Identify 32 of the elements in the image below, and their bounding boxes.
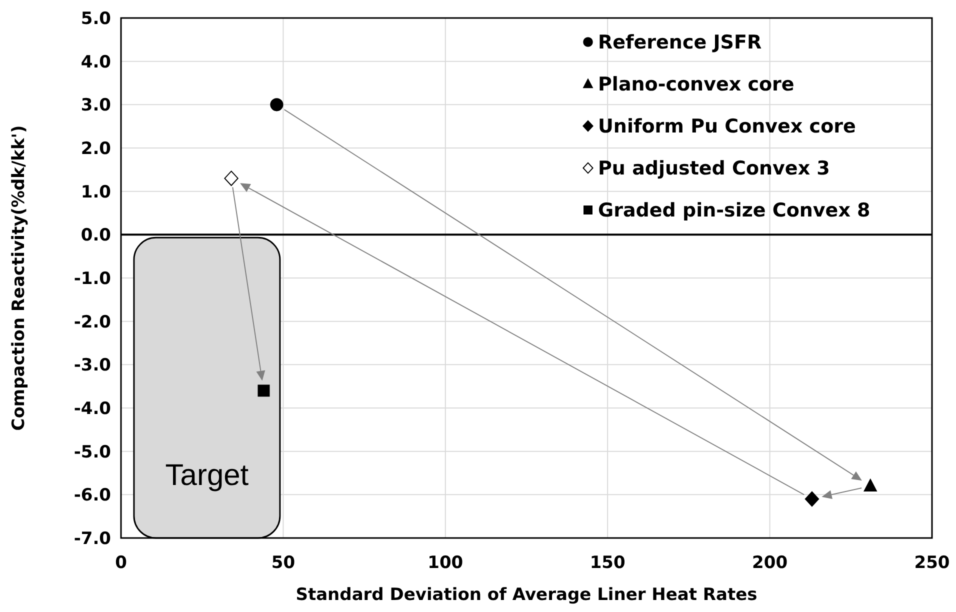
point bbox=[270, 98, 284, 112]
y-tick-label: 5.0 bbox=[80, 8, 112, 29]
x-tick-label: 200 bbox=[752, 553, 788, 573]
legend-label: Graded pin-size Convex 8 bbox=[598, 200, 870, 222]
legend-label: Pu adjusted Convex 3 bbox=[598, 158, 830, 180]
y-tick-label: -5.0 bbox=[74, 442, 112, 462]
y-tick-label: 2.0 bbox=[80, 138, 112, 159]
y-tick-label: -6.0 bbox=[74, 486, 112, 506]
y-tick-label: -2.0 bbox=[74, 312, 112, 332]
legend-label: Plano-convex core bbox=[598, 74, 794, 96]
x-tick-label: 0 bbox=[115, 553, 128, 573]
x-tick-label: 250 bbox=[914, 553, 950, 573]
legend-label: Uniform Pu Convex core bbox=[598, 116, 856, 138]
y-tick-label: -1.0 bbox=[74, 268, 112, 289]
x-tick-label: 150 bbox=[590, 553, 626, 573]
point bbox=[864, 478, 877, 492]
y-tick-label: 4.0 bbox=[80, 52, 112, 72]
point bbox=[804, 491, 820, 507]
y-tick-label: -3.0 bbox=[74, 356, 112, 376]
point bbox=[258, 384, 270, 397]
x-axis-title: Standard Deviation of Average Liner Heat Rates bbox=[296, 585, 758, 605]
y-tick-label: 1.0 bbox=[80, 182, 112, 202]
x-tick-label: 100 bbox=[428, 553, 464, 573]
y-tick-label: -7.0 bbox=[74, 528, 112, 549]
band-label: Target bbox=[165, 459, 250, 492]
legend-label: Reference JSFR bbox=[598, 32, 762, 54]
x-tick-label: 50 bbox=[271, 553, 296, 573]
y-tick-label: -4.0 bbox=[74, 398, 112, 419]
point bbox=[224, 170, 238, 186]
y-tick-label: 3.0 bbox=[80, 96, 112, 116]
y-axis-title: Compaction Reactivity(%dk/kk') bbox=[9, 125, 29, 431]
y-tick-label: 0.0 bbox=[80, 226, 112, 246]
